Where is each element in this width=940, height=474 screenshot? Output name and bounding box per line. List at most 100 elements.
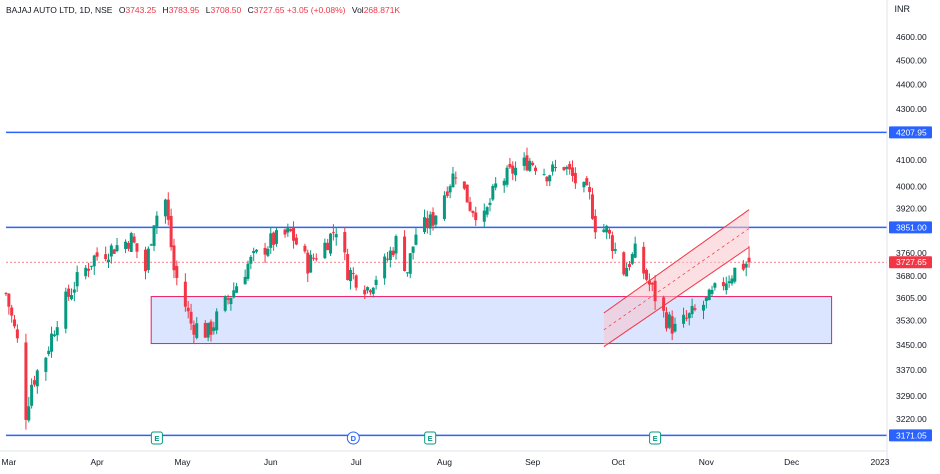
candle bbox=[175, 260, 179, 286]
candle bbox=[13, 314, 17, 329]
channel-upper-line bbox=[603, 209, 750, 314]
candle bbox=[710, 285, 714, 297]
price-tick-label: 3220.00 bbox=[896, 414, 927, 424]
price-tick-label: 3450.00 bbox=[896, 340, 927, 350]
candle-body bbox=[548, 175, 552, 182]
candle bbox=[608, 228, 612, 239]
candle-body bbox=[32, 380, 36, 385]
candle-body bbox=[454, 177, 458, 179]
candle-body bbox=[371, 287, 375, 294]
candle-body bbox=[494, 183, 498, 188]
candle bbox=[744, 261, 748, 277]
candle bbox=[309, 250, 313, 273]
candle-body bbox=[630, 254, 634, 264]
candle bbox=[255, 249, 259, 254]
candle-body bbox=[87, 268, 91, 271]
time-tick-label: Mar bbox=[2, 457, 17, 467]
candle-body bbox=[24, 342, 28, 420]
candle bbox=[690, 298, 694, 318]
price-tick-label: 3760.00 bbox=[896, 248, 927, 258]
level-price-tag: 3171.05 bbox=[896, 430, 927, 440]
price-tick-label: 3290.00 bbox=[896, 391, 927, 401]
candle bbox=[647, 273, 651, 292]
candle-body bbox=[92, 255, 96, 267]
candle bbox=[693, 304, 697, 312]
time-tick-label: Nov bbox=[699, 457, 715, 467]
candle-body bbox=[391, 250, 395, 256]
candle-body bbox=[269, 233, 273, 248]
candle-body bbox=[670, 316, 674, 334]
candle bbox=[713, 282, 717, 291]
candle bbox=[32, 375, 36, 387]
candle-body bbox=[272, 232, 276, 245]
candle-body bbox=[266, 248, 270, 256]
candle-body bbox=[422, 217, 426, 233]
chart-legend: BAJAJ AUTO LTD, 1D, NSE O3743.25 H3783.9… bbox=[6, 5, 401, 15]
candle bbox=[189, 303, 193, 331]
candle bbox=[115, 237, 119, 253]
candle-body bbox=[146, 248, 150, 270]
candle bbox=[283, 228, 287, 238]
price-tick-label: 3680.00 bbox=[896, 271, 927, 281]
candle-body bbox=[534, 167, 538, 172]
candle bbox=[24, 333, 28, 430]
candle-body bbox=[212, 327, 216, 331]
candle-body bbox=[72, 289, 76, 293]
candle-body bbox=[505, 167, 509, 185]
candle bbox=[286, 223, 290, 237]
candle bbox=[169, 208, 173, 251]
candle-body bbox=[4, 293, 8, 295]
candle-body bbox=[115, 245, 119, 252]
candle-body bbox=[354, 275, 358, 288]
candle-body bbox=[189, 311, 193, 324]
candle-body bbox=[329, 233, 333, 254]
earnings-marker bbox=[649, 431, 662, 445]
candle bbox=[627, 260, 631, 271]
candle-body bbox=[701, 304, 705, 311]
candle-body bbox=[195, 323, 199, 338]
candle-body bbox=[163, 199, 167, 217]
price-tick-label: 4600.00 bbox=[896, 32, 927, 42]
candle-body bbox=[451, 173, 455, 188]
candle-body bbox=[383, 256, 387, 279]
candle-body bbox=[169, 215, 173, 248]
candle bbox=[44, 356, 48, 381]
price-tick-label: 4500.00 bbox=[896, 56, 927, 66]
candle-body bbox=[215, 311, 219, 331]
candle bbox=[650, 281, 654, 292]
candle bbox=[508, 157, 512, 169]
candle-body bbox=[647, 280, 651, 285]
candle bbox=[235, 282, 239, 294]
candle-body bbox=[468, 201, 472, 211]
high-value: 3783.95 bbox=[168, 5, 200, 15]
candle-body bbox=[565, 166, 569, 169]
candle bbox=[707, 288, 711, 301]
volume-value: 268.871K bbox=[363, 5, 401, 15]
candle bbox=[568, 161, 572, 175]
candle bbox=[585, 176, 589, 186]
candle bbox=[442, 191, 446, 222]
candle-body bbox=[593, 215, 597, 233]
candle bbox=[664, 306, 668, 332]
price-tick-label: 4300.00 bbox=[896, 104, 927, 114]
candle-body bbox=[175, 265, 179, 278]
candle bbox=[494, 177, 498, 191]
candle-body bbox=[602, 229, 606, 232]
candle-body bbox=[106, 259, 110, 262]
candle bbox=[166, 192, 170, 226]
candle bbox=[223, 295, 227, 313]
candle-body bbox=[582, 182, 586, 188]
price-tick-label: 4000.00 bbox=[896, 182, 927, 192]
candle bbox=[425, 210, 429, 234]
candle bbox=[52, 330, 56, 338]
candle bbox=[431, 207, 435, 231]
candle bbox=[27, 396, 31, 423]
candle-body bbox=[323, 242, 327, 259]
candle-body bbox=[363, 289, 367, 295]
candle bbox=[75, 265, 79, 292]
time-tick-label: Apr bbox=[90, 457, 103, 467]
candle bbox=[243, 269, 247, 285]
candle-body bbox=[610, 235, 614, 252]
candle-body bbox=[434, 215, 438, 225]
